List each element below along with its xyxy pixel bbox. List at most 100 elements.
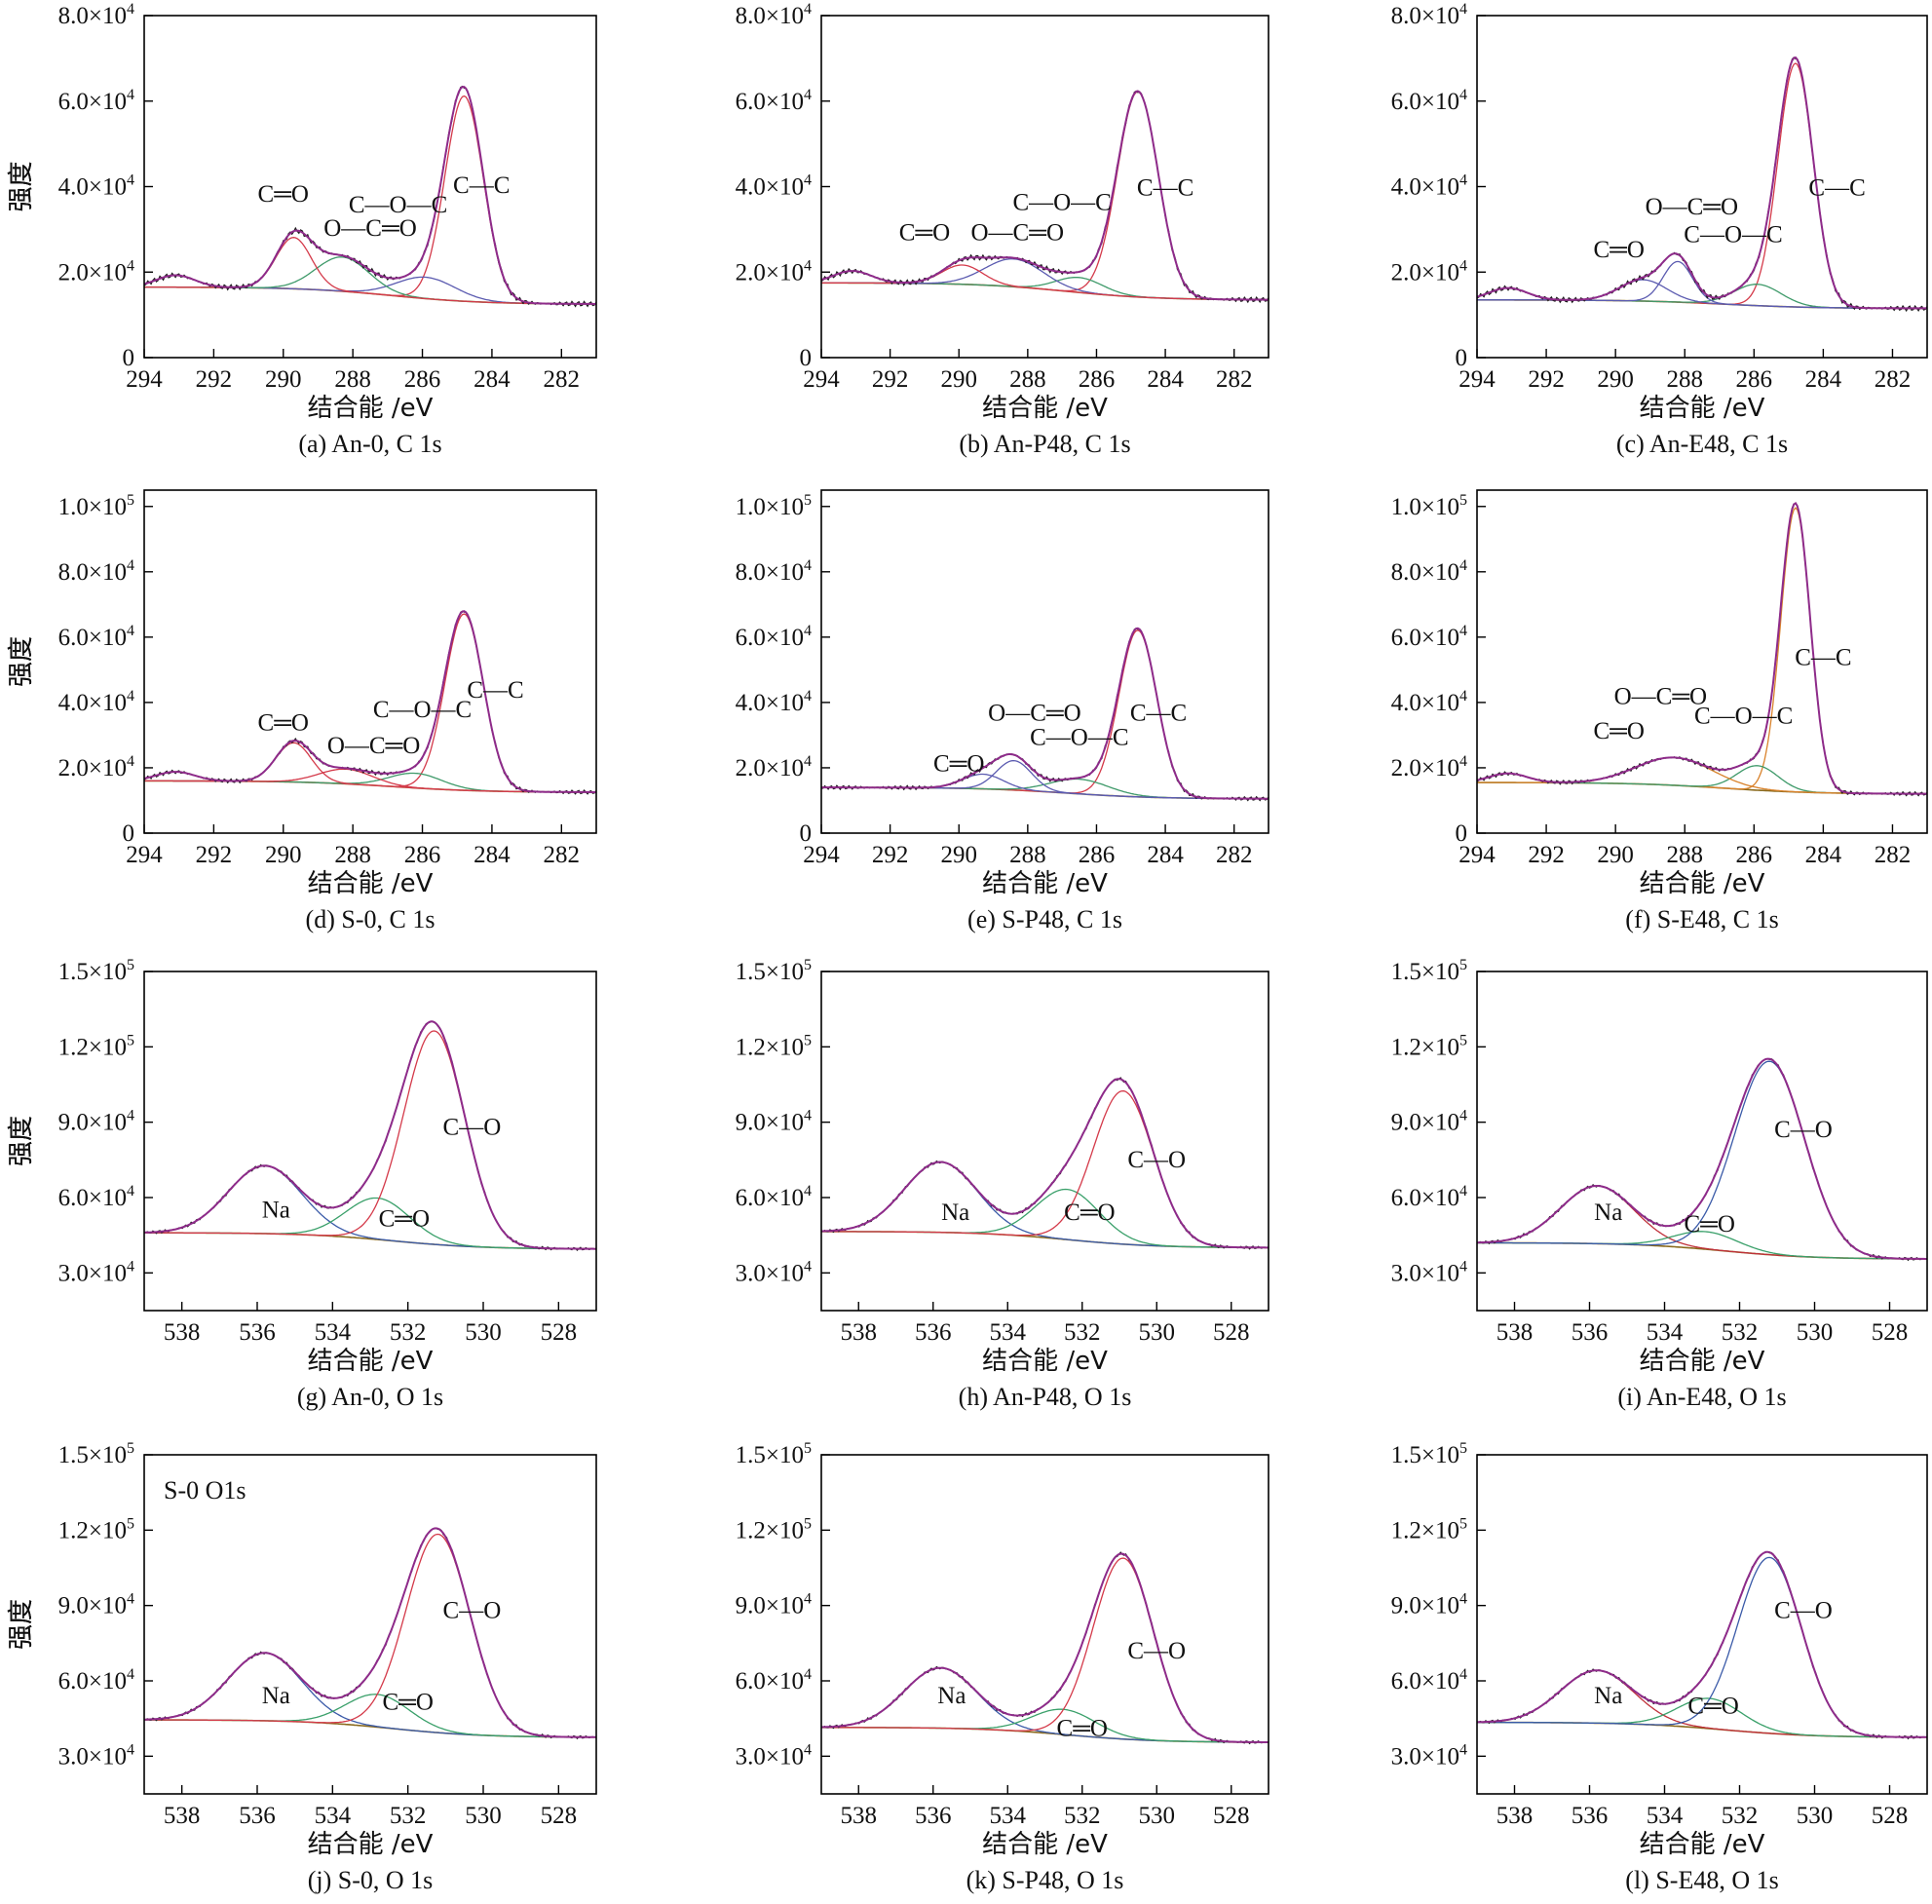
y-tick-exponent: 4 (804, 1108, 812, 1124)
y-tick-label: 2.0×104 (736, 257, 812, 286)
peak-label: O—C═O (323, 215, 417, 242)
x-tick-label: 528 (1872, 1803, 1909, 1829)
chart-panel-g: 538 536 534 532 530 528 3.0×104 6.0×104 9.0×104 1… (7, 957, 597, 1411)
x-tick-label: 290 (265, 842, 302, 868)
y-tick-exponent: 4 (804, 1666, 812, 1683)
x-tick-label: 528 (1872, 1319, 1909, 1346)
x-tick-label: 538 (1496, 1319, 1534, 1346)
plot-frame (820, 971, 1269, 1312)
x-tick-label: 284 (474, 842, 511, 868)
x-tick-label: 290 (1597, 842, 1634, 868)
y-tick-label: 9.0×104 (58, 1591, 134, 1619)
peak-label: C—C (1795, 644, 1851, 670)
y-tick-label: 0 (800, 345, 813, 371)
fit-envelope (1476, 1057, 1927, 1260)
peak-2 (821, 1708, 1269, 1743)
y-axis-label: 强度 (7, 636, 36, 687)
peak-label: C═O (379, 1206, 430, 1233)
y-tick-exponent: 4 (804, 1183, 812, 1200)
y-tick-exponent: 4 (804, 1, 812, 18)
peak-label: C═O (258, 709, 309, 736)
chart-panel-d: 294 292 290 288 286 284 282 0 2.0×104 4.0×104 6.0×… (7, 489, 597, 933)
y-tick-label: 6.0×104 (1391, 623, 1467, 651)
background-line (1477, 1721, 1927, 1738)
x-tick-label: 292 (872, 842, 909, 868)
y-tick-label: 8.0×104 (1391, 557, 1467, 586)
peak-2 (144, 1197, 596, 1250)
x-tick-label: 294 (126, 842, 163, 868)
background-line (144, 1719, 596, 1738)
y-tick-label: 2.0×104 (736, 753, 812, 781)
y-axis-label: 强度 (7, 1599, 36, 1650)
peak-label: C—O (1127, 1638, 1186, 1664)
y-tick-exponent: 4 (127, 1666, 134, 1683)
x-tick-label: 532 (390, 1319, 427, 1346)
x-tick-label: 528 (1213, 1803, 1250, 1829)
x-tick-label: 288 (1009, 366, 1046, 393)
peak-label: C—C (467, 677, 523, 704)
y-tick-label: 9.0×104 (1391, 1108, 1467, 1136)
x-tick-label: 536 (239, 1319, 276, 1346)
x-tick-label: 292 (196, 842, 233, 868)
y-axis-label: 强度 (7, 636, 36, 687)
x-tick-label: 292 (1528, 842, 1565, 868)
y-axis-label: 强度 (7, 1116, 36, 1166)
x-tick-label: 290 (265, 366, 302, 393)
x-tick-label: 534 (990, 1803, 1027, 1829)
background-line (821, 1231, 1269, 1249)
y-tick-exponent: 4 (127, 688, 134, 704)
x-tick-label: 538 (1496, 1803, 1534, 1829)
peak-1 (144, 1164, 596, 1250)
peak-label: O—C═O (1646, 194, 1739, 220)
x-tick-label: 286 (1079, 366, 1116, 393)
y-tick-label: 3.0×104 (736, 1741, 812, 1770)
y-tick-label: 0 (1456, 820, 1468, 847)
x-axis-label: 结合能 /eV (1640, 1830, 1765, 1859)
plot-frame (143, 971, 597, 1312)
panel-caption: (k) S-P48, O 1s (966, 1866, 1124, 1894)
fit-envelope (820, 90, 1269, 301)
y-tick-exponent: 4 (804, 257, 812, 274)
y-tick-label: 1.2×105 (736, 1515, 812, 1543)
x-tick-label: 288 (334, 842, 371, 868)
peak-label: C—O—C (349, 192, 447, 218)
x-tick-label: 282 (1216, 366, 1253, 393)
peak-3 (1477, 756, 1927, 795)
x-tick-label: 282 (544, 842, 581, 868)
x-tick-label: 536 (239, 1803, 276, 1829)
panel-caption: (j) S-0, O 1s (308, 1866, 434, 1894)
y-tick-exponent: 4 (1459, 1183, 1467, 1200)
x-tick-label: 286 (1736, 366, 1773, 393)
y-tick-label: 6.0×104 (736, 623, 812, 651)
peak-1 (144, 613, 596, 793)
y-axis-label: 强度 (7, 161, 36, 211)
panel-caption: (l) S-E48, O 1s (1625, 1866, 1778, 1894)
inset-label: S-0 O1s (164, 1476, 246, 1504)
plot-frame (1476, 971, 1928, 1312)
x-tick-label: 282 (1875, 366, 1912, 393)
y-tick-exponent: 4 (804, 87, 812, 103)
y-tick-label: 6.0×104 (58, 623, 134, 651)
x-tick-label: 284 (1147, 366, 1184, 393)
panel-caption: (f) S-E48, C 1s (1625, 905, 1778, 933)
y-tick-exponent: 4 (127, 172, 134, 189)
y-tick-exponent: 4 (1459, 1108, 1467, 1124)
x-tick-label: 286 (404, 842, 441, 868)
peak-label: C—C (1808, 174, 1865, 201)
chart-panel-i: 538 536 534 532 530 528 3.0×104 6.0×104 9.0×104 1… (7, 957, 1928, 1411)
x-tick-label: 536 (915, 1319, 952, 1346)
peak-3 (821, 759, 1269, 800)
peak-label: O—C═O (327, 733, 421, 759)
x-tick-label: 528 (541, 1803, 578, 1829)
y-tick-exponent: 5 (1459, 957, 1467, 973)
x-tick-label: 532 (1064, 1803, 1101, 1829)
y-tick-label: 4.0×104 (736, 172, 812, 201)
y-tick-exponent: 5 (804, 1032, 812, 1048)
x-tick-label: 530 (465, 1319, 502, 1346)
y-tick-label: 3.0×104 (58, 1741, 134, 1770)
plot-frame (1476, 489, 1928, 834)
peak-label: C—C (1137, 174, 1193, 201)
y-tick-label: 2.0×104 (58, 257, 134, 286)
x-axis-label: 结合能 /eV (1640, 869, 1765, 898)
